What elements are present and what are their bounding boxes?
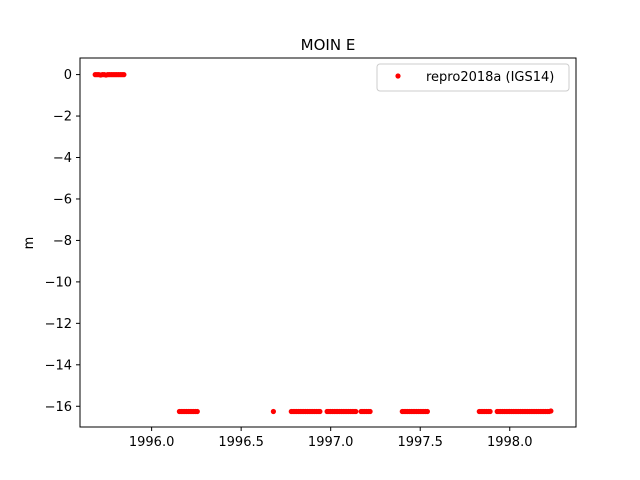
data-point xyxy=(194,408,200,415)
y-tick-label: −12 xyxy=(45,317,72,332)
y-tick-label: −2 xyxy=(53,110,72,125)
x-tick-label: 1996.0 xyxy=(129,435,175,450)
data-point xyxy=(548,408,554,414)
data-point xyxy=(121,72,127,78)
legend-label: repro2018a (IGS14) xyxy=(426,70,554,85)
x-tick-label: 1998.0 xyxy=(487,435,533,450)
x-tick-label: 1997.0 xyxy=(308,435,354,450)
data-point xyxy=(367,408,373,415)
data-point xyxy=(353,408,359,415)
axes-frame xyxy=(79,57,577,428)
y-axis-label: m xyxy=(22,237,37,250)
y-tick-label: −16 xyxy=(45,400,72,415)
legend: repro2018a (IGS14) xyxy=(376,63,570,92)
y-tick-label: 0 xyxy=(64,68,72,83)
data-point xyxy=(424,408,430,415)
y-tick-label: −10 xyxy=(45,275,72,290)
legend-frame xyxy=(376,63,570,92)
legend-marker xyxy=(395,73,401,79)
chart-title: MOIN E xyxy=(301,36,356,54)
data-point xyxy=(270,408,276,415)
data-point xyxy=(487,408,493,415)
data-point xyxy=(317,408,323,415)
y-tick-label: −14 xyxy=(45,358,72,373)
y-tick-label: −4 xyxy=(53,151,72,166)
plot-area: 1996.0 1996.5 1997.0 1997.5 1998.0 0 −2 −4 −6 −8 −… xyxy=(45,57,577,450)
y-tick-label: −8 xyxy=(53,234,72,249)
x-tick-label: 1996.5 xyxy=(218,435,264,450)
y-tick-label: −6 xyxy=(53,192,72,207)
x-tick-label: 1997.5 xyxy=(397,435,443,450)
